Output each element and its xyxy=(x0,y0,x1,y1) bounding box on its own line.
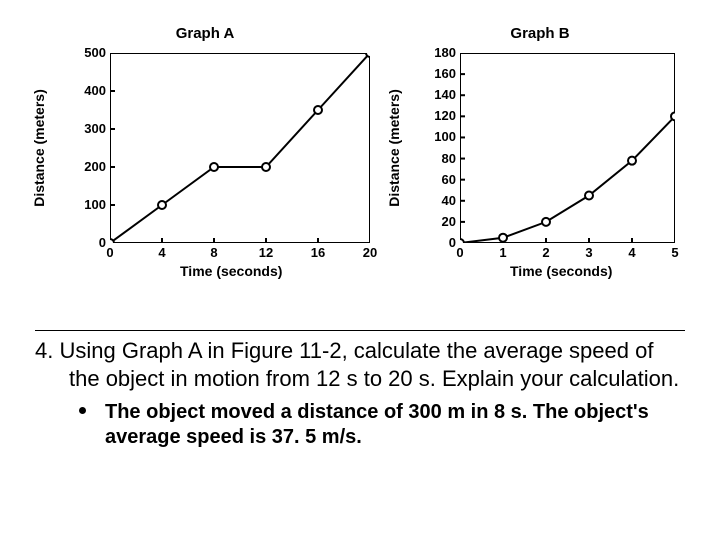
ytick-label: 160 xyxy=(422,66,456,81)
ytick-label: 140 xyxy=(422,87,456,102)
xtick-label: 3 xyxy=(577,245,601,260)
graph-a-title: Graph A xyxy=(30,25,380,42)
ytick-label: 180 xyxy=(422,45,456,60)
question-number: 4. xyxy=(35,338,53,363)
xtick-label: 20 xyxy=(358,245,382,260)
answer-block: The object moved a distance of 300 m in … xyxy=(35,400,685,450)
xtick-label: 16 xyxy=(306,245,330,260)
xtick-label: 8 xyxy=(202,245,226,260)
ytick-label: 500 xyxy=(72,45,106,60)
ytick-label: 0 xyxy=(72,235,106,250)
ytick-label: 200 xyxy=(72,159,106,174)
graph-b-ylabel: Distance (meters) xyxy=(386,89,402,207)
xtick-label: 1 xyxy=(491,245,515,260)
xtick-label: 5 xyxy=(663,245,687,260)
ytick-label: 60 xyxy=(422,172,456,187)
ytick-label: 0 xyxy=(422,235,456,250)
ytick-label: 80 xyxy=(422,151,456,166)
ytick-label: 400 xyxy=(72,83,106,98)
question-text: 4. Using Graph A in Figure 11-2, calcula… xyxy=(35,337,685,392)
answer-text: The object moved a distance of 300 m in … xyxy=(105,400,685,450)
page: Graph A Distance (meters) Time (seconds)… xyxy=(0,0,720,540)
graph-b-xlabel: Time (seconds) xyxy=(510,263,612,279)
ytick-label: 40 xyxy=(422,193,456,208)
bullet-icon xyxy=(79,407,86,414)
graph-b-plot xyxy=(460,53,675,243)
ytick-label: 120 xyxy=(422,108,456,123)
ytick-label: 300 xyxy=(72,121,106,136)
graph-b: Graph B Distance (meters) Time (seconds)… xyxy=(390,25,690,285)
graph-a: Graph A Distance (meters) Time (seconds)… xyxy=(30,25,380,285)
question-body: Using Graph A in Figure 11-2, calculate … xyxy=(59,338,679,391)
ytick-label: 100 xyxy=(72,197,106,212)
xtick-label: 12 xyxy=(254,245,278,260)
divider xyxy=(35,330,685,331)
question-block: 4. Using Graph A in Figure 11-2, calcula… xyxy=(35,330,685,450)
xtick-label: 2 xyxy=(534,245,558,260)
graph-a-xlabel: Time (seconds) xyxy=(180,263,282,279)
graph-a-plot xyxy=(110,53,370,243)
graph-b-title: Graph B xyxy=(390,25,690,42)
ytick-label: 20 xyxy=(422,214,456,229)
graph-a-ylabel: Distance (meters) xyxy=(31,89,47,207)
xtick-label: 4 xyxy=(620,245,644,260)
answer-body: The object moved a distance of 300 m in … xyxy=(105,401,649,448)
ytick-label: 100 xyxy=(422,129,456,144)
charts-row: Graph A Distance (meters) Time (seconds)… xyxy=(30,25,690,285)
xtick-label: 4 xyxy=(150,245,174,260)
